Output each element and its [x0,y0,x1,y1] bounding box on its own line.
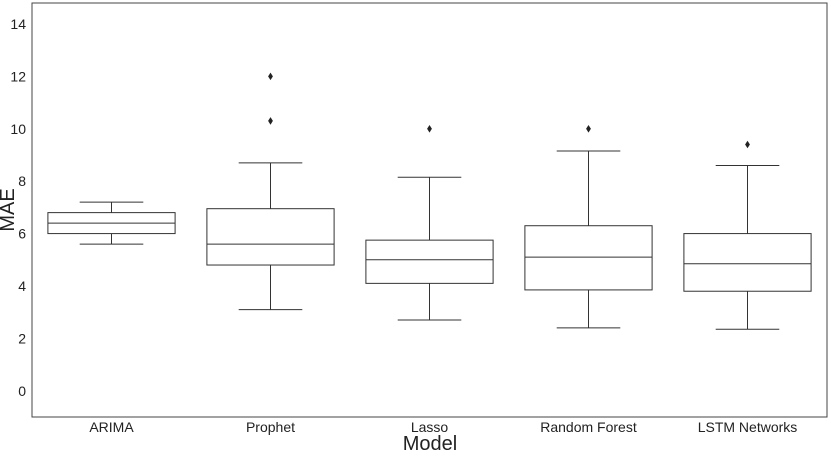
x-axis-label: Model [403,433,457,455]
y-tick-label: 6 [18,226,26,242]
y-axis-ticks: 0 2 4 6 8 10 12 14 [10,16,26,399]
iqr-box [206,208,335,266]
y-tick-label: 2 [18,330,26,346]
plot-frame [31,2,828,418]
box-lstm-networks [683,140,812,330]
outlier-point [268,117,273,125]
x-tick-label: LSTM Networks [698,419,798,435]
box-series [47,72,812,330]
y-tick-label: 12 [10,68,26,84]
iqr-box [365,239,494,284]
x-tick-label: Lasso [411,419,449,435]
iqr-box [524,225,653,291]
outlier-point [586,124,591,133]
outlier-point [427,124,432,133]
y-tick-label: 14 [10,16,26,32]
y-tick-label: 4 [18,278,26,294]
box-lasso [365,124,494,321]
box-arima [47,201,176,245]
box-prophet [206,72,335,311]
outlier-point [745,140,750,149]
y-tick-label: 8 [18,173,26,189]
x-tick-label: Prophet [246,419,295,435]
y-tick-label: 0 [18,383,26,399]
y-tick-label: 10 [10,121,26,137]
x-tick-label: ARIMA [89,419,134,435]
outlier-point [268,72,273,81]
y-axis-label: MAE [0,188,19,231]
box-random-forest [524,124,653,329]
iqr-box [683,233,812,292]
x-tick-label: Random Forest [540,419,637,435]
x-axis-ticks: ARIMA Prophet Lasso Random Forest LSTM Netwo… [89,419,797,435]
